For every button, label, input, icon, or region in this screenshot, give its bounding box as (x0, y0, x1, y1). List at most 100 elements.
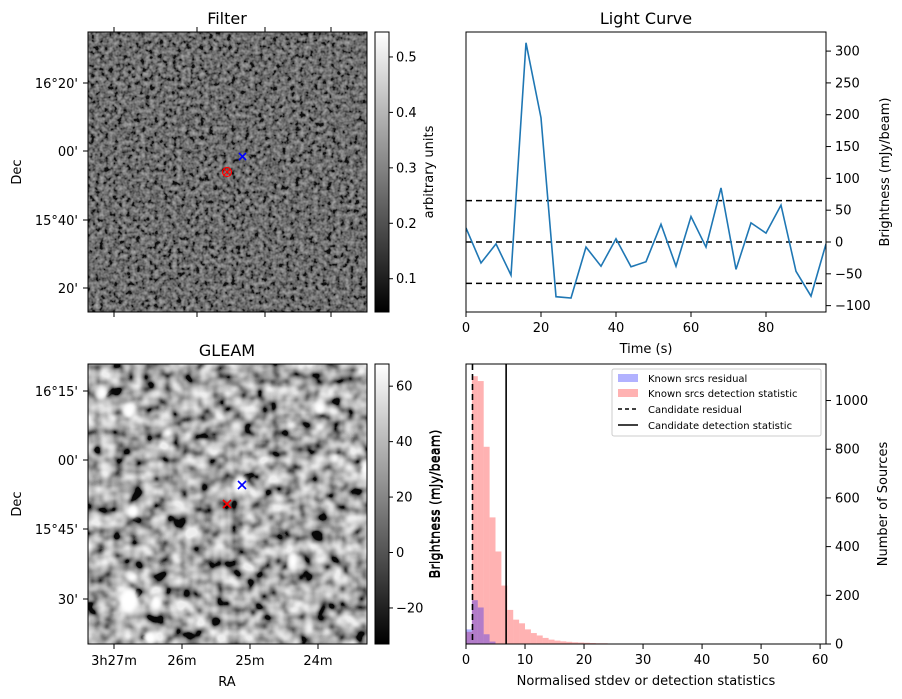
filter-ytick-label: 16°20' (35, 77, 78, 92)
light-curve-xticks: 0 20 40 60 80 (462, 312, 774, 336)
histogram-bar-residual (489, 641, 496, 644)
light-curve-ytick-label: 200 (835, 108, 860, 123)
histogram-bar-detection (483, 446, 490, 644)
histogram-xtick-label: 60 (812, 653, 829, 668)
gleam-marker-red (222, 499, 232, 509)
gleam-ytick-label: 15°45' (35, 523, 78, 538)
histogram-ylabel: Number of Sources (876, 442, 891, 567)
histogram-bar-detection (584, 642, 590, 644)
light-curve-xtick-label: 40 (608, 321, 625, 336)
gleam-xticks: 3h27m 26m 25m 24m (91, 644, 333, 669)
light-curve-xtick-label: 20 (533, 321, 550, 336)
filter-yticks: 16°20' 00' 15°40' 20' (35, 77, 88, 297)
histogram-bar-detection (471, 376, 478, 644)
gleam-colorbar: −20 0 20 40 60 Brightness (mJy/beam) (374, 363, 443, 645)
histogram-xtick-label: 50 (753, 653, 770, 668)
filter-colorbar-tick-label: 0.4 (396, 106, 417, 121)
histogram-ytick-label: 800 (835, 443, 860, 458)
histogram-bar-detection (542, 637, 549, 644)
light-curve-xtick-label: 80 (758, 321, 775, 336)
histogram-xtick-label: 40 (694, 653, 711, 668)
histogram-bar-detection (536, 635, 543, 644)
gleam-colorbar-tick-label: 20 (396, 491, 413, 506)
filter-ytick-label: 20' (58, 282, 78, 297)
histogram-bar-residual (477, 607, 484, 644)
filter-markers (221, 152, 247, 178)
histogram-bar-detection (477, 381, 484, 644)
filter-colorbar-tick-label: 0.1 (396, 272, 417, 287)
histogram-xtick-label: 0 (462, 653, 470, 668)
light-curve-xtick-label: 0 (462, 321, 470, 336)
filter-title: Filter (207, 9, 247, 28)
light-curve-xlabel: Time (s) (619, 342, 673, 357)
histogram-bar-detection (525, 629, 531, 644)
gleam-xtick-label: 24m (303, 654, 332, 669)
histogram-bar-detection (530, 633, 537, 644)
filter-colorbar-tick-label: 0.5 (396, 50, 417, 65)
histogram-ytick-label: 0 (835, 638, 843, 653)
light-curve-ytick-label: 250 (835, 76, 860, 91)
histogram-bar-residual (466, 629, 472, 644)
gleam-markers (222, 480, 247, 509)
light-curve-ytick-label: −100 (835, 299, 871, 314)
gleam-xtick-label: 25m (235, 654, 264, 669)
histogram-ytick-label: 1000 (835, 394, 868, 409)
light-curve-ytick-label: 50 (835, 204, 852, 219)
gleam-marker-blue (237, 480, 247, 490)
histogram-bar-detection (507, 609, 514, 644)
histogram-candidate-lines (471, 364, 507, 644)
histogram-bar-detection (560, 641, 567, 644)
filter-colorbar: 0.1 0.2 0.3 0.4 0.5 arbitrary units (374, 31, 437, 313)
histogram-bar-detection (513, 619, 520, 644)
histogram-bar-detection (466, 631, 472, 644)
gleam-yticks: 16°15' 00' 15°45' 30' (35, 385, 88, 608)
filter-marker-blue (238, 152, 247, 161)
legend-label-candidate-residual: Candidate residual (648, 405, 742, 416)
light-curve-ylabel: Brightness (mJy/beam) (878, 98, 893, 247)
light-curve-ytick-label: 300 (835, 45, 860, 60)
filter-marker-red (221, 166, 233, 178)
histogram-bar-detection (489, 517, 496, 644)
legend-label-residual: Known srcs residual (648, 374, 747, 385)
light-curve-title: Light Curve (600, 9, 692, 28)
filter-colorbar-ticks: 0.1 0.2 0.3 0.4 0.5 (389, 50, 417, 287)
legend-swatch-detection (618, 389, 638, 397)
gleam-panel: GLEAM (10, 341, 443, 690)
light-curve-panel: Light Curve 0 20 40 60 80 −100 −50 0 50 100 150 20… (462, 9, 893, 357)
histogram-bar-detection (501, 585, 508, 644)
histogram-bar-residual (483, 634, 490, 644)
light-curve-ytick-label: 150 (835, 140, 860, 155)
histogram-ytick-label: 600 (835, 491, 860, 506)
histogram-yticks: 0 200 400 600 800 1000 (826, 394, 868, 653)
gleam-xtick-label: 26m (167, 654, 196, 669)
filter-ylabel: Dec (10, 159, 25, 184)
filter-ytick-label: 15°40' (35, 214, 78, 229)
histogram-panel: 0 10 20 30 40 50 60 0 200 400 600 800 1000 Normalis… (429, 363, 891, 689)
filter-xticks (113, 27, 332, 317)
legend-label-detection: Known srcs detection statistic (648, 389, 797, 400)
gleam-colorbar-tick-label: 60 (396, 380, 413, 395)
gleam-colorbar-label: Brightness (mJy/beam) (428, 430, 443, 579)
gleam-colorbar-tick-label: −20 (396, 601, 423, 616)
histogram-bars (466, 376, 815, 644)
histogram-left-ylabel: Brightness (mJy/beam) (429, 430, 444, 579)
gleam-colorbar-ticks: −20 0 20 40 60 (389, 380, 423, 616)
histogram-bar-detection (519, 623, 526, 644)
light-curve-ytick-label: 0 (835, 236, 843, 251)
histogram-xtick-label: 30 (635, 653, 652, 668)
gleam-ytick-label: 16°15' (35, 385, 78, 400)
histogram-ytick-label: 400 (835, 540, 860, 555)
filter-colorbar-tick-label: 0.2 (396, 217, 417, 232)
histogram-ytick-label: 200 (835, 589, 860, 604)
legend-label-candidate-detection: Candidate detection statistic (648, 421, 792, 432)
gleam-image (88, 364, 367, 644)
histogram-bar-detection (495, 551, 502, 644)
gleam-xlabel: RA (218, 675, 236, 690)
filter-colorbar-tick-label: 0.3 (396, 161, 417, 176)
gleam-colorbar-tick-label: 0 (396, 546, 404, 561)
histogram-xticks: 0 10 20 30 40 50 60 (462, 644, 829, 668)
light-curve-series-line (466, 42, 826, 299)
histogram-xtick-label: 10 (517, 653, 534, 668)
gleam-ytick-label: 30' (58, 593, 78, 608)
histogram-bar-detection (548, 639, 555, 644)
